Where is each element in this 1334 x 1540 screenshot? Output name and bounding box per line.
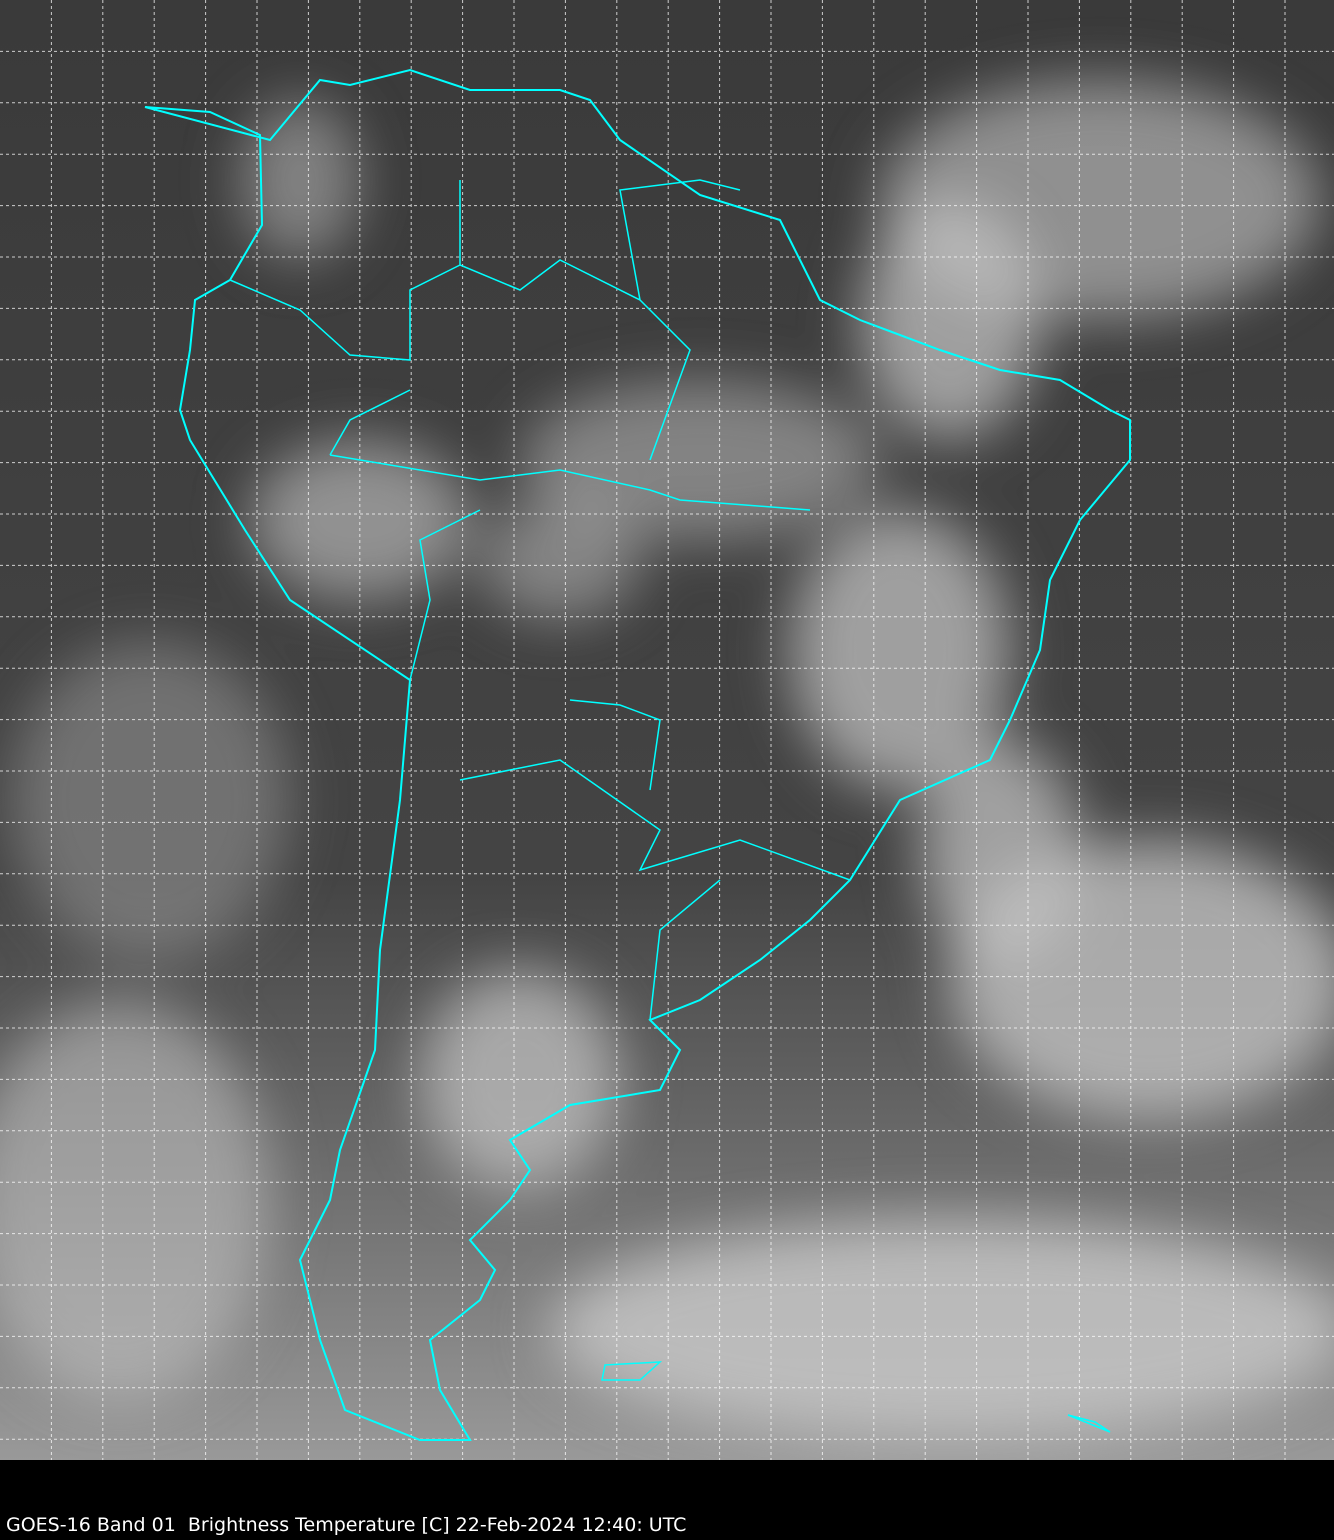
coastline-south-america	[144, 68, 1131, 1441]
country-borders	[229, 179, 851, 1021]
cloud-cover	[0, 80, 1334, 1440]
falkland-islands	[601, 1361, 663, 1381]
satellite-image	[0, 0, 1334, 1460]
image-caption: GOES-16 Band 01 Brightness Temperature […	[6, 1514, 687, 1536]
south-georgia	[1067, 1414, 1111, 1433]
lat-lon-grid	[0, 0, 1334, 1460]
